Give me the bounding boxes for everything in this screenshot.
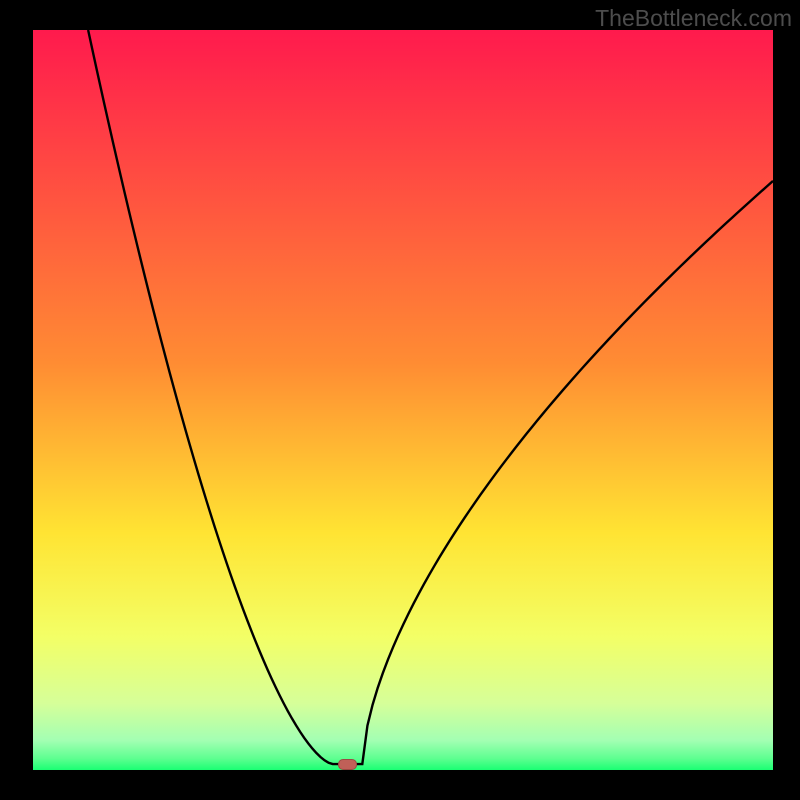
optimal-point-marker [338, 759, 357, 770]
watermark-text: TheBottleneck.com [595, 5, 792, 32]
bottleneck-curve [0, 0, 800, 800]
curve-path [88, 30, 773, 764]
